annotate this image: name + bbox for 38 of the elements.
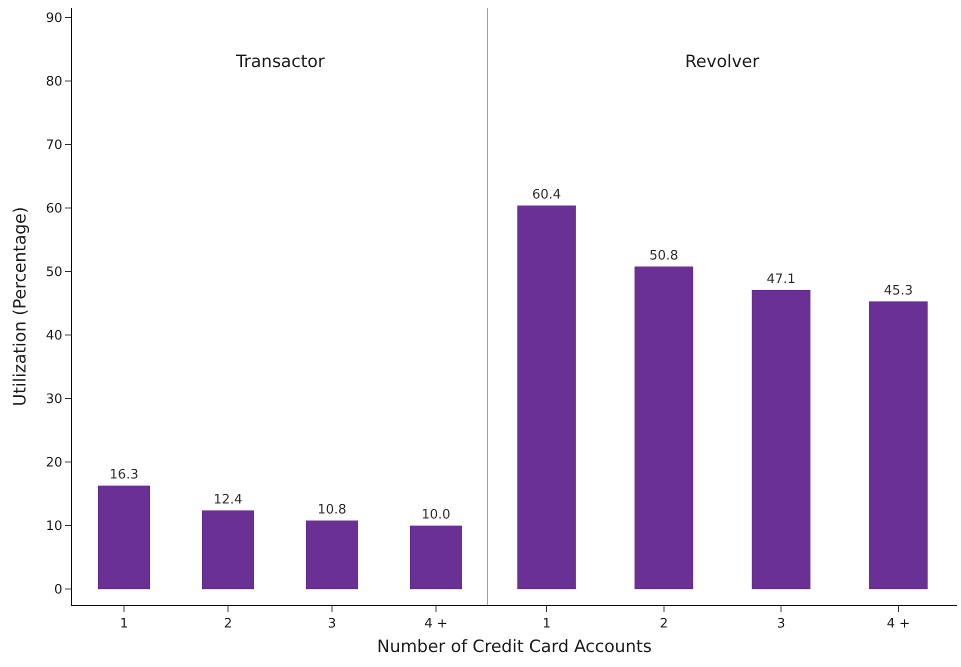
- bar: [98, 486, 150, 590]
- y-tick-label: 70: [46, 138, 62, 154]
- y-tick-label: 50: [46, 265, 62, 280]
- y-tick-label: 40: [46, 328, 62, 344]
- bar: [306, 520, 358, 590]
- bar: [752, 290, 810, 590]
- data-label: 45.3: [884, 283, 913, 298]
- y-tick-label: 10: [46, 519, 62, 534]
- text: Revolver: [685, 52, 760, 72]
- bar: [410, 526, 462, 590]
- text: Transactor: [235, 52, 325, 72]
- y-axis-title: Utilization (Percentage): [10, 206, 30, 406]
- bar: [634, 266, 694, 590]
- x-tick-label: 3: [776, 616, 786, 632]
- y-tick-label: 30: [46, 392, 62, 408]
- bar: [517, 206, 576, 590]
- y-tick-label: 20: [46, 456, 62, 471]
- x-tick-label: 3: [328, 616, 336, 632]
- x-tick-label: 2: [224, 616, 232, 632]
- data-label: 60.4: [532, 188, 562, 203]
- y-tick-label: 90: [46, 11, 62, 26]
- x-tick-label: 1: [120, 616, 128, 632]
- data-label: 10.0: [421, 508, 450, 523]
- bar: [202, 510, 254, 590]
- x-tick-label: 2: [660, 616, 668, 632]
- x-tick-label: 4 +: [424, 616, 448, 632]
- y-tick-label: 0: [54, 582, 62, 598]
- data-label: 12.4: [214, 492, 242, 508]
- data-label: 10.8: [317, 502, 346, 518]
- x-tick-label: 4 +: [886, 616, 910, 632]
- y-tick-label: 60: [46, 202, 62, 217]
- x-axis-title: Number of Credit Card Accounts: [377, 637, 652, 657]
- x-tick-label: 1: [542, 616, 551, 632]
- bar: [869, 301, 928, 590]
- data-label: 47.1: [766, 272, 796, 287]
- y-tick-label: 80: [46, 74, 62, 90]
- data-label: 50.8: [649, 248, 678, 264]
- data-label: 16.3: [110, 468, 138, 483]
